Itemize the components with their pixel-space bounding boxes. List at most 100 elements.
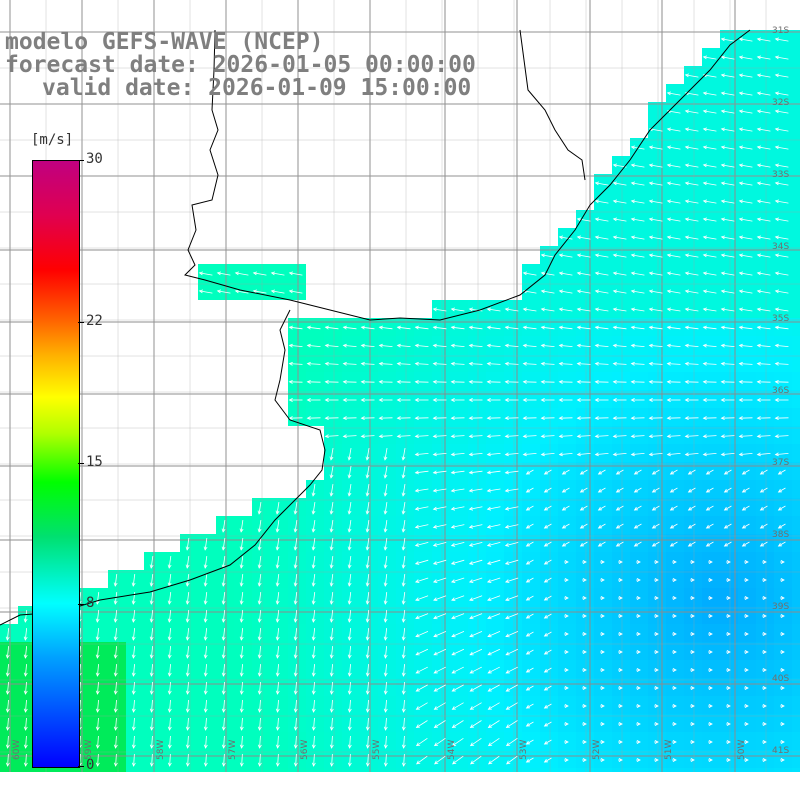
- latitude-label: 39S: [772, 602, 790, 612]
- wind-cell: [684, 102, 702, 120]
- wind-arrow: [774, 91, 789, 96]
- wind-arrow: [414, 434, 429, 439]
- wind-cell: [450, 606, 468, 624]
- wind-cell: [306, 660, 324, 678]
- wind-cell: [504, 516, 522, 534]
- wind-cell: [612, 354, 630, 372]
- wind-arrow: [113, 717, 118, 731]
- wind-arrow: [131, 681, 136, 695]
- wind-cell: [252, 642, 270, 660]
- wind-cell: [756, 714, 774, 732]
- wind-arrow: [564, 560, 569, 564]
- wind-cell: [486, 354, 504, 372]
- wind-arrow: [311, 538, 316, 551]
- wind-arrow: [654, 560, 659, 564]
- wind-cell: [522, 408, 540, 426]
- wind-arrow: [543, 541, 552, 547]
- wind-cell: [324, 696, 342, 714]
- wind-arrow: [615, 505, 624, 511]
- wind-cell: [702, 696, 720, 714]
- wind-cell: [648, 678, 666, 696]
- wind-arrow: [522, 434, 537, 439]
- wind-cell: [198, 552, 216, 570]
- wind-arrow: [342, 398, 357, 402]
- wind-arrow: [669, 505, 678, 511]
- wind-arrow: [113, 663, 118, 677]
- wind-arrow: [561, 469, 570, 475]
- wind-cell: [288, 606, 306, 624]
- wind-cell: [576, 552, 594, 570]
- wind-cell: [324, 588, 342, 606]
- wind-arrow: [329, 627, 334, 641]
- wind-arrow: [275, 520, 280, 533]
- wind-arrow: [774, 307, 789, 312]
- wind-cell: [360, 588, 378, 606]
- wind-cell: [774, 696, 792, 714]
- wind-arrow: [414, 398, 429, 402]
- wind-arrow: [612, 181, 627, 186]
- wind-arrow: [756, 434, 771, 439]
- wind-cell: [738, 426, 756, 444]
- wind-arrow: [347, 699, 352, 713]
- wind-arrow: [203, 753, 208, 767]
- wind-cell: [792, 498, 800, 516]
- wind-cell: [396, 336, 414, 354]
- wind-cell: [666, 210, 684, 228]
- wind-arrow: [113, 627, 118, 641]
- wind-cell: [486, 516, 504, 534]
- wind-arrow: [5, 681, 10, 695]
- wind-cell: [720, 138, 738, 156]
- wind-cell: [630, 192, 648, 210]
- wind-arrow: [630, 289, 645, 294]
- wind-arrow: [774, 163, 789, 168]
- wind-cell: [666, 336, 684, 354]
- wind-arrow: [669, 469, 678, 475]
- wind-cell: [324, 408, 342, 426]
- wind-arrow: [383, 735, 388, 749]
- wind-cell: [450, 498, 468, 516]
- wind-arrow: [687, 523, 696, 529]
- wind-arrow: [504, 416, 519, 421]
- wind-arrow: [293, 663, 298, 677]
- wind-arrow: [672, 650, 677, 654]
- wind-arrow: [414, 541, 429, 547]
- wind-arrow: [738, 398, 753, 402]
- wind-arrow: [347, 448, 352, 461]
- wind-arrow: [329, 735, 334, 749]
- wind-cell: [432, 624, 450, 642]
- wind-cell: [288, 750, 306, 768]
- wind-cell: [720, 552, 738, 570]
- wind-arrow: [594, 307, 609, 312]
- wind-arrow: [329, 538, 334, 551]
- wind-cell: [720, 408, 738, 426]
- wind-arrow: [486, 434, 501, 439]
- wind-arrow: [434, 755, 446, 765]
- wind-arrow: [774, 145, 789, 150]
- wind-arrow: [275, 663, 280, 677]
- wind-arrow: [756, 145, 771, 150]
- wind-cell: [198, 696, 216, 714]
- wind-arrow: [486, 470, 501, 475]
- latitude-label: 37S: [772, 458, 790, 468]
- wind-arrow: [576, 235, 591, 240]
- wind-arrow: [780, 686, 785, 690]
- wind-arrow: [738, 217, 753, 222]
- wind-cell: [702, 552, 720, 570]
- wind-cell: [792, 390, 800, 408]
- colorbar-tick-mark: [78, 463, 84, 464]
- wind-arrow: [618, 704, 623, 708]
- wind-arrow: [433, 738, 446, 747]
- wind-arrow: [672, 668, 677, 672]
- wind-arrow: [131, 753, 136, 767]
- wind-arrow: [708, 560, 713, 564]
- wind-arrow: [612, 253, 627, 258]
- wind-arrow: [648, 361, 663, 366]
- wind-cell: [198, 678, 216, 696]
- wind-arrow: [504, 325, 519, 330]
- wind-arrow: [221, 663, 226, 677]
- wind-cell: [468, 336, 486, 354]
- wind-arrow: [311, 609, 316, 623]
- wind-arrow: [252, 289, 267, 294]
- wind-cell: [414, 426, 432, 444]
- wind-cell: [720, 732, 738, 750]
